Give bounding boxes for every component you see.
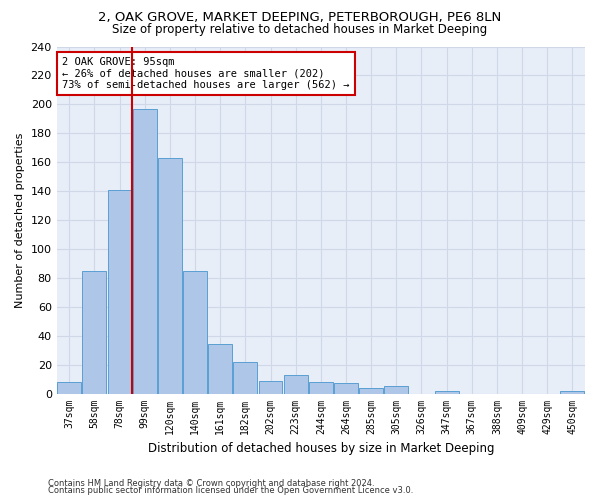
Text: 2 OAK GROVE: 95sqm
← 26% of detached houses are smaller (202)
73% of semi-detach: 2 OAK GROVE: 95sqm ← 26% of detached hou… xyxy=(62,57,349,90)
Bar xyxy=(560,390,584,394)
Text: Contains HM Land Registry data © Crown copyright and database right 2024.: Contains HM Land Registry data © Crown c… xyxy=(48,478,374,488)
X-axis label: Distribution of detached houses by size in Market Deeping: Distribution of detached houses by size … xyxy=(148,442,494,455)
Text: Size of property relative to detached houses in Market Deeping: Size of property relative to detached ho… xyxy=(112,22,488,36)
Bar xyxy=(208,344,232,394)
Bar xyxy=(259,380,283,394)
Bar xyxy=(82,270,106,394)
Bar xyxy=(284,375,308,394)
Y-axis label: Number of detached properties: Number of detached properties xyxy=(15,132,25,308)
Bar xyxy=(359,388,383,394)
Bar xyxy=(107,190,131,394)
Bar xyxy=(334,384,358,394)
Bar xyxy=(233,362,257,394)
Bar xyxy=(57,382,81,394)
Bar xyxy=(309,382,333,394)
Text: 2, OAK GROVE, MARKET DEEPING, PETERBOROUGH, PE6 8LN: 2, OAK GROVE, MARKET DEEPING, PETERBOROU… xyxy=(98,12,502,24)
Bar xyxy=(133,108,157,394)
Text: Contains public sector information licensed under the Open Government Licence v3: Contains public sector information licen… xyxy=(48,486,413,495)
Bar xyxy=(434,390,458,394)
Bar xyxy=(183,270,207,394)
Bar xyxy=(385,386,408,394)
Bar xyxy=(158,158,182,394)
